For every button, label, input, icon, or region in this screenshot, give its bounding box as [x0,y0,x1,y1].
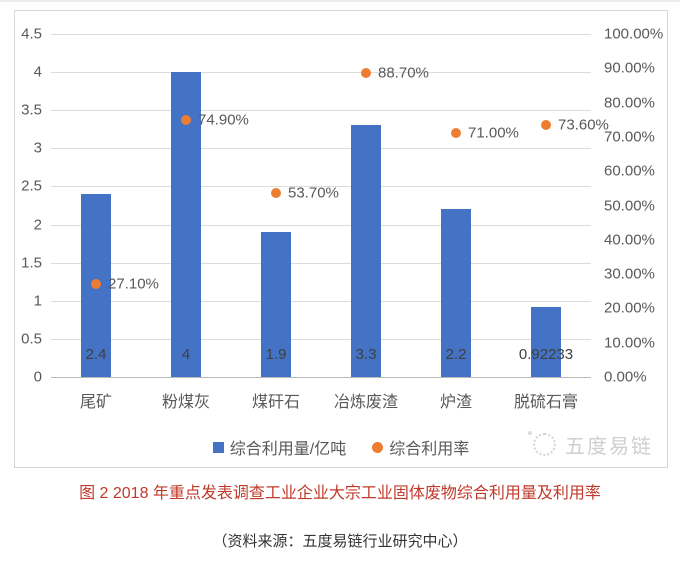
y-axis-label-left: 0.5 [21,330,42,348]
bar-value-label: 4 [181,346,191,363]
category-label: 煤矸石 [251,394,301,411]
y-axis-label-right: 80.00% [604,94,655,112]
category-label: 冶炼废渣 [333,394,399,411]
rate-dot [271,187,281,198]
category-label: 炉渣 [439,394,473,411]
bar-value-label: 3.3 [355,346,377,363]
legend-item-rate: 综合利用率 [372,435,469,459]
rate-value-label: 88.70% [378,64,429,82]
y-axis-label-left: 1.5 [21,254,42,272]
y-axis-label-right: 20.00% [604,299,655,317]
y-axis-label-right: 90.00% [604,59,655,77]
watermark: 五度易链 [528,426,653,462]
y-axis-label-left: 1 [33,292,42,310]
watermark-logo-icon [528,430,556,456]
category-label: 粉煤灰 [161,394,211,411]
legend-label-rate: 综合利用率 [389,441,470,458]
figure-caption: 图 2 2018 年重点发表调查工业企业大宗工业固体废物综合利用量及利用率 [79,485,601,502]
chart-legend: 综合利用量/亿吨 综合利用率 [15,435,667,459]
x-axis-line [51,377,591,378]
rate-dot [451,128,461,139]
category-label: 尾矿 [79,394,113,411]
legend-label-volume: 综合利用量/亿吨 [229,441,347,458]
y-axis-label-left: 2 [33,216,42,234]
y-axis-label-right: 70.00% [604,128,655,146]
y-axis-label-right: 40.00% [604,231,655,249]
gridline [51,186,591,188]
rate-dot [541,119,551,130]
y-axis-label-right: 50.00% [604,197,655,214]
bar [261,232,291,377]
bar-value-label: 2.2 [445,346,467,363]
rate-value-label: 73.60% [558,116,609,134]
y-axis-label-left: 3.5 [21,101,42,119]
y-axis-label-right: 100.00% [604,25,664,43]
bar-value-label: 1.9 [265,346,287,363]
bar [351,125,381,377]
dot-series-marker-icon [372,441,384,453]
gridline [51,262,591,264]
gridline [51,110,591,112]
y-axis-label-right: 10.00% [604,334,655,352]
gridline [51,72,591,74]
gridline [51,148,591,150]
bar [441,209,471,377]
plot-area: 4.5 4 3.5 3 2.5 2 1.5 1 0.5 0 100.00% 90.00% 80.00% 7… [21,26,663,412]
gridline [51,224,591,226]
bar [531,306,561,377]
rate-value-label: 74.90% [198,111,249,129]
legend-item-volume: 综合利用量/亿吨 [212,435,347,459]
y-axis-label-left: 4 [33,63,42,81]
rate-dot [91,279,101,290]
rate-value-label: 27.10% [108,275,159,293]
y-axis-label-right: 30.00% [604,265,655,283]
bar-value-label: 0.92233 [518,346,574,363]
page-top-divider [0,0,680,2]
rate-dot [181,115,191,126]
y-axis-label-right: 0.00% [604,368,647,386]
rate-value-label: 53.70% [288,184,339,202]
y-axis-label-left: 3 [33,139,42,157]
category-label: 脱硫石膏 [513,394,579,411]
y-axis-label-right: 60.00% [604,162,655,180]
chart-container: 4.5 4 3.5 3 2.5 2 1.5 1 0.5 0 100.00% 90.00% 80.00% 7… [14,10,668,468]
figure-source: （资料来源：五度易链行业研究中心） [212,533,468,550]
gridline [51,34,591,35]
rate-dot [361,67,371,78]
y-axis-label-left: 2.5 [21,177,42,195]
watermark-text: 五度易链 [565,435,653,458]
gridline [51,338,591,340]
y-axis-label-left: 4.5 [21,25,42,43]
y-axis-label-left: 0 [33,368,42,386]
bar-series-marker-icon [212,441,224,453]
gridline [51,300,591,302]
rate-value-label: 71.00% [468,124,519,142]
bar-value-label: 2.4 [85,346,107,363]
